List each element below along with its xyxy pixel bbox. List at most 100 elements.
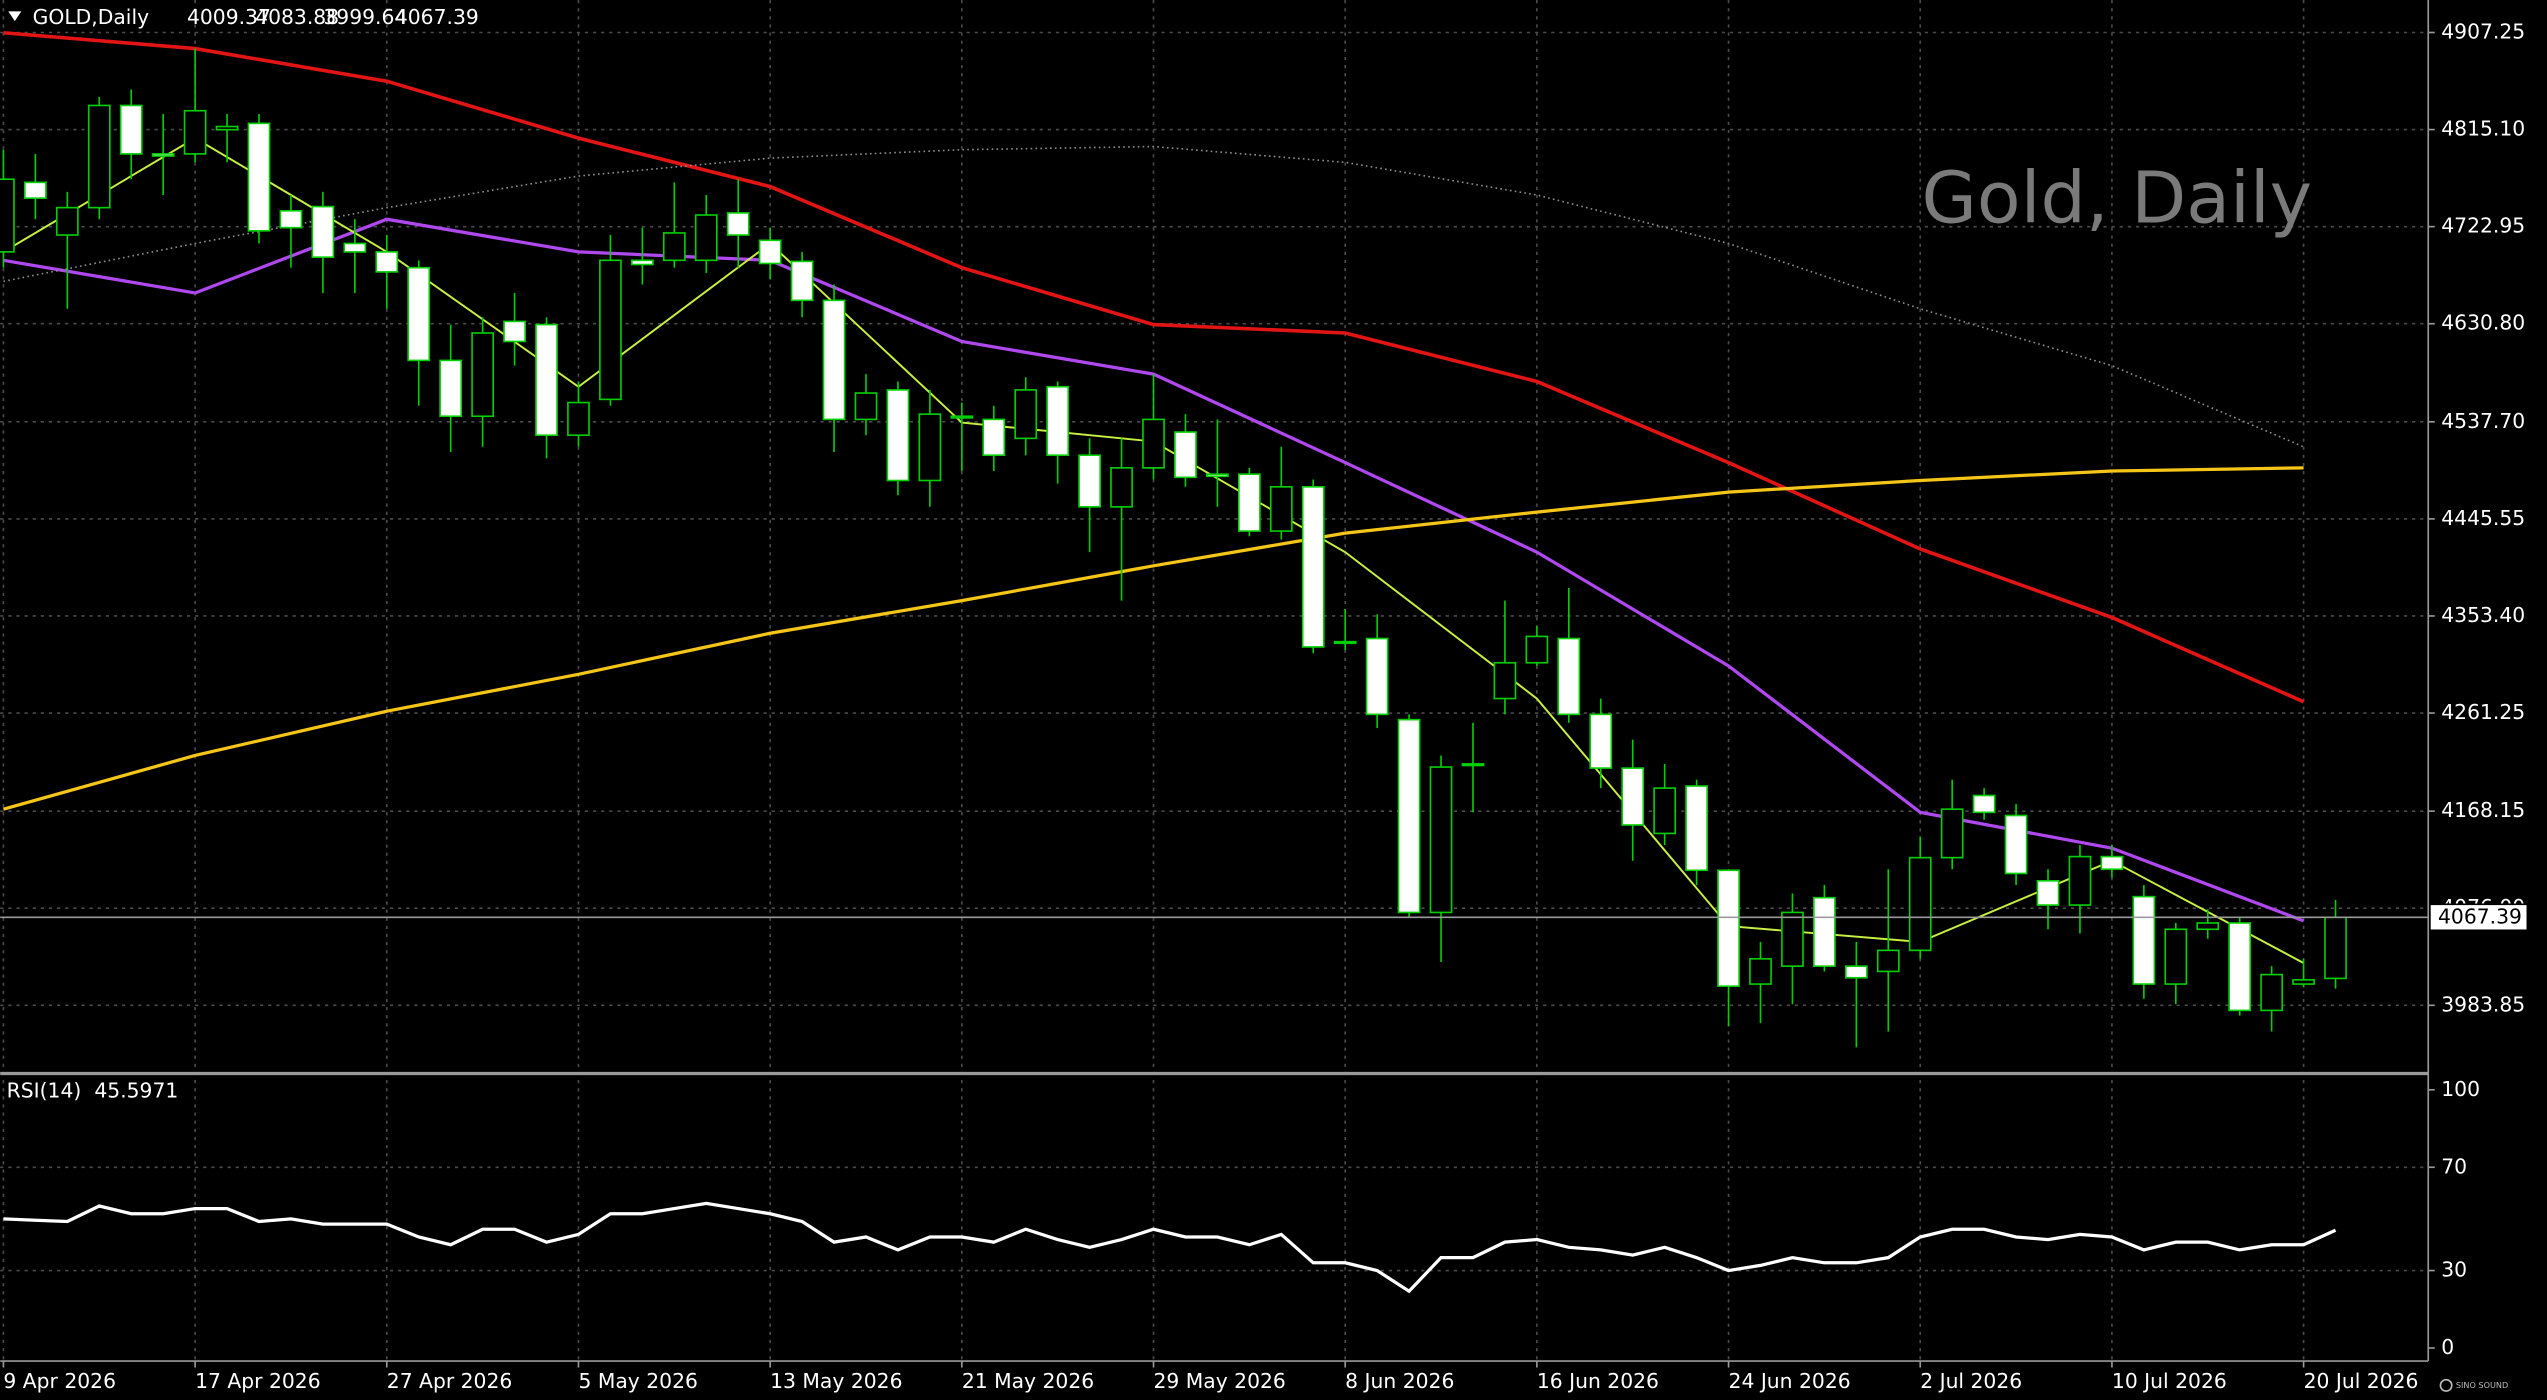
candle-body — [0, 178, 15, 253]
candle-body — [1781, 911, 1804, 967]
rsi-title: RSI(14) — [7, 1078, 82, 1102]
candle-body — [24, 181, 47, 199]
x-tick-label: 5 May 2026 — [578, 1369, 697, 1393]
candle-body — [790, 260, 814, 302]
candle-body — [758, 239, 782, 265]
candle-body — [1237, 473, 1261, 532]
candle-body — [1301, 486, 1325, 648]
x-tick-label: 20 Jul 2026 — [2304, 1369, 2419, 1393]
candle-body — [2068, 855, 2092, 906]
candle-body — [439, 359, 463, 418]
moving-average-line — [3, 217, 2305, 923]
candle-body — [567, 401, 590, 437]
header-close: 4067.39 — [395, 5, 479, 29]
y-tick-label: 4537.70 — [2441, 409, 2525, 433]
candle-body — [1429, 766, 1453, 914]
candle-body — [503, 320, 526, 343]
candle-body — [1174, 431, 1197, 479]
candle-body — [1365, 637, 1389, 716]
y-tick-label: 4261.25 — [2441, 700, 2525, 724]
x-tick-label: 9 Apr 2026 — [3, 1369, 116, 1393]
candle-body — [630, 259, 654, 266]
x-tick-label: 10 Jul 2026 — [2112, 1369, 2227, 1393]
y-tick-label: 0 — [2441, 1335, 2454, 1359]
logo-icon — [2439, 1378, 2453, 1392]
candle-body — [1014, 389, 1038, 440]
y-tick-label: 4630.80 — [2441, 311, 2525, 335]
last-price-label: 4067.39 — [2438, 904, 2522, 928]
candle-body — [1621, 767, 1645, 826]
candle-body — [2100, 855, 2124, 871]
candle-body — [886, 389, 910, 482]
candle-body — [2164, 928, 2188, 985]
candle-body — [279, 209, 303, 229]
candle-body — [407, 266, 431, 362]
candle-body — [1078, 454, 1101, 508]
candle-body — [1717, 869, 1740, 987]
candle-body — [471, 332, 494, 418]
x-tick-label: 24 Jun 2026 — [1729, 1369, 1851, 1393]
y-tick-label: 4353.40 — [2441, 603, 2525, 627]
candle-body — [1525, 635, 1549, 664]
moving-average-line — [3, 145, 2304, 448]
candle-body — [55, 206, 79, 236]
moving-average-line — [3, 30, 2305, 704]
candle-body — [662, 232, 686, 262]
candle-body — [2036, 880, 2060, 906]
candle-body — [1142, 418, 1165, 469]
menu-icon[interactable] — [8, 11, 22, 22]
candle-body — [1461, 763, 1485, 767]
candle-body — [1269, 486, 1293, 532]
candle-body — [343, 242, 367, 253]
candle-body — [982, 418, 1006, 457]
candle-body — [2228, 922, 2252, 1012]
y-tick-label: 30 — [2441, 1258, 2467, 1282]
y-tick-label: 100 — [2441, 1077, 2480, 1101]
candle-body — [950, 415, 974, 419]
candle-body — [215, 125, 239, 131]
candle-body — [1653, 787, 1677, 835]
candle-body — [1110, 467, 1133, 508]
moving-average-line — [2, 466, 2304, 811]
watermark: Gold, Daily — [1922, 157, 2313, 240]
candle-body — [2260, 973, 2284, 1012]
candle-body — [918, 413, 942, 482]
candle-body — [1844, 965, 1868, 979]
y-tick-label: 70 — [2441, 1154, 2467, 1178]
candle-body — [1685, 785, 1708, 872]
candle-body — [2004, 814, 2028, 875]
candle-body — [1589, 713, 1613, 769]
candle-body — [2132, 895, 2156, 985]
rsi-value: 45.5971 — [94, 1078, 178, 1102]
candle-body — [822, 299, 846, 421]
candle-body — [1813, 896, 1836, 967]
candle-body — [2324, 916, 2347, 980]
y-tick-label: 4815.10 — [2441, 117, 2525, 141]
x-tick-label: 2 Jul 2026 — [1920, 1369, 2022, 1393]
x-tick-label: 29 May 2026 — [1154, 1369, 1286, 1393]
x-tick-label: 27 Apr 2026 — [387, 1369, 513, 1393]
candle-body — [1557, 637, 1581, 716]
header-high: 4083.88 — [255, 5, 339, 29]
header-low: 3999.64 — [323, 5, 407, 29]
candle-body — [694, 214, 718, 262]
candle-body — [311, 205, 335, 258]
plot — [0, 30, 2429, 1294]
candle-body — [726, 212, 750, 236]
header-open: 4009.37 — [187, 5, 271, 29]
candle-body — [1876, 949, 1900, 973]
y-tick-label: 4722.95 — [2441, 214, 2525, 238]
symbol: GOLD,Daily — [33, 5, 149, 29]
x-tick-label: 8 Jun 2026 — [1345, 1369, 1454, 1393]
candle-body — [247, 122, 271, 232]
candle-body — [375, 251, 399, 273]
x-tick-label: 21 May 2026 — [962, 1369, 1094, 1393]
candle-body — [1908, 856, 1932, 952]
candle-body — [854, 392, 878, 421]
candle-body — [1749, 957, 1772, 985]
y-tick-label: 3983.85 — [2441, 992, 2525, 1016]
x-tick-label: 17 Apr 2026 — [195, 1369, 320, 1393]
logo: SINO SOUND — [2456, 1380, 2508, 1390]
candle-body — [1972, 794, 1996, 814]
